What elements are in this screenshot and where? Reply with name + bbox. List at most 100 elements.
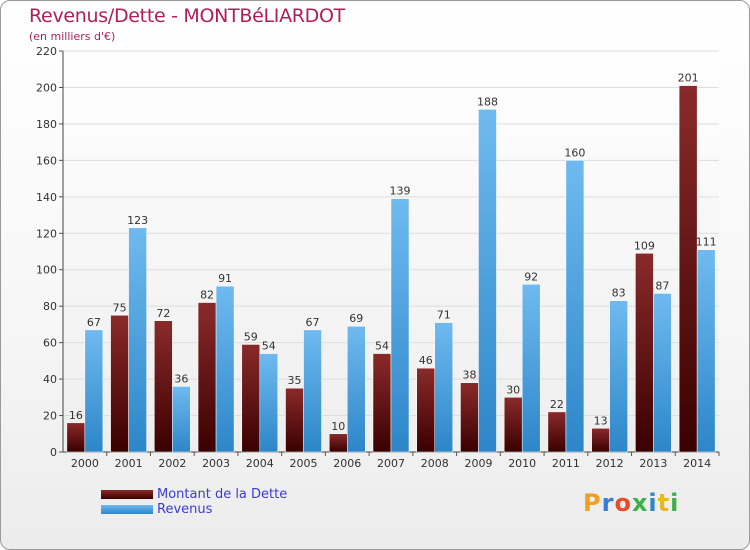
- bar-dette: [110, 315, 129, 453]
- logo-letter: i: [648, 489, 658, 517]
- bar-dette: [591, 428, 610, 453]
- x-tick-label: 2011: [552, 457, 580, 470]
- data-label-revenus: 67: [306, 316, 320, 329]
- legend-item-dette: Montant de la Dette: [101, 487, 287, 502]
- bar-dette: [678, 85, 698, 453]
- legend-swatch-dette: [101, 490, 153, 499]
- proxiti-logo: Proxiti: [583, 489, 679, 517]
- bar-revenus: [303, 329, 322, 453]
- data-label-revenus: 111: [696, 236, 717, 249]
- bar-dette: [547, 411, 567, 453]
- x-tick-label: 2003: [202, 457, 230, 470]
- data-label-dette: 38: [462, 369, 476, 382]
- data-label-dette: 30: [506, 383, 520, 396]
- bar-dette: [66, 422, 86, 453]
- bar-dette: [372, 353, 392, 453]
- y-tick-label: 200: [36, 81, 57, 94]
- y-tick-label: 220: [36, 45, 57, 58]
- bar-revenus: [128, 227, 147, 453]
- data-label-revenus: 139: [390, 185, 411, 198]
- chart-title: Revenus/Dette - MONTBéLIARDOT: [29, 5, 345, 27]
- bar-revenus: [347, 325, 366, 453]
- logo-letter: x: [631, 489, 649, 517]
- x-tick-label: 2001: [115, 457, 143, 470]
- x-tick-label: 2000: [71, 457, 99, 470]
- logo-letter: o: [614, 489, 632, 517]
- y-tick-label: 100: [36, 264, 57, 277]
- data-label-revenus: 87: [655, 279, 669, 292]
- data-label-dette: 22: [550, 398, 564, 411]
- y-tick-label: 180: [36, 118, 57, 131]
- bar-revenus: [84, 329, 104, 453]
- y-tick-label: 120: [36, 227, 57, 240]
- logo-letter: r: [601, 489, 615, 517]
- y-tick-label: 20: [43, 410, 57, 423]
- chart-subtitle: (en milliers d'€): [29, 30, 116, 43]
- bar-revenus: [390, 198, 410, 453]
- bar-revenus: [521, 284, 541, 453]
- bar-revenus: [434, 322, 453, 453]
- legend-label-dette: Montant de la Dette: [157, 487, 288, 502]
- data-label-revenus: 92: [524, 270, 538, 283]
- x-tick-label: 2012: [596, 457, 624, 470]
- x-tick-label: 2006: [333, 457, 361, 470]
- legend-swatch-revenus: [101, 505, 153, 514]
- logo-letter: i: [670, 489, 680, 517]
- bar-revenus: [172, 386, 191, 453]
- data-label-revenus: 71: [437, 309, 451, 322]
- y-tick-label: 0: [50, 446, 57, 459]
- x-tick-label: 2004: [246, 457, 274, 470]
- y-tick-label: 40: [43, 373, 57, 386]
- data-label-dette: 72: [156, 307, 170, 320]
- data-label-dette: 10: [331, 420, 345, 433]
- y-tick-label: 60: [43, 337, 57, 350]
- x-tick-label: 2008: [421, 457, 449, 470]
- x-tick-label: 2013: [639, 457, 667, 470]
- y-tick-label: 160: [36, 154, 57, 167]
- bar-revenus: [478, 109, 497, 453]
- bar-revenus: [609, 300, 628, 453]
- data-label-dette: 75: [113, 301, 127, 314]
- bar-dette: [635, 253, 654, 453]
- x-tick-label: 2010: [508, 457, 536, 470]
- x-tick-label: 2007: [377, 457, 405, 470]
- data-label-revenus: 83: [612, 287, 626, 300]
- bar-dette: [460, 382, 479, 453]
- data-label-revenus: 54: [262, 340, 276, 353]
- x-tick-label: 2005: [290, 457, 318, 470]
- y-tick-label: 140: [36, 191, 57, 204]
- data-label-dette: 109: [634, 239, 655, 252]
- legend: Montant de la Dette Revenus: [101, 487, 287, 517]
- logo-letter: t: [657, 489, 671, 517]
- bar-dette: [285, 387, 304, 453]
- bar-dette: [154, 320, 173, 453]
- data-label-dette: 35: [288, 374, 302, 387]
- data-label-revenus: 67: [87, 316, 101, 329]
- x-tick-label: 2014: [683, 457, 711, 470]
- data-label-dette: 46: [419, 354, 433, 367]
- data-label-revenus: 188: [477, 95, 498, 108]
- data-label-dette: 82: [200, 289, 214, 302]
- data-label-revenus: 36: [174, 372, 188, 385]
- bar-dette: [329, 433, 348, 453]
- y-tick-label: 80: [43, 300, 57, 313]
- logo-letter: P: [583, 489, 602, 517]
- data-label-dette: 59: [244, 330, 258, 343]
- bar-revenus: [565, 160, 585, 453]
- x-tick-label: 2009: [464, 457, 492, 470]
- bar-dette: [197, 302, 217, 453]
- bar-revenus: [215, 285, 235, 453]
- data-label-dette: 201: [678, 72, 699, 85]
- data-label-revenus: 123: [127, 214, 148, 227]
- data-label-revenus: 91: [218, 272, 232, 285]
- data-label-dette: 54: [375, 340, 389, 353]
- bar-dette: [241, 344, 261, 453]
- data-label-dette: 13: [594, 414, 608, 427]
- data-label-revenus: 69: [349, 312, 363, 325]
- bar-revenus: [696, 249, 716, 453]
- bar-dette: [503, 397, 523, 453]
- bar-dette: [416, 367, 435, 453]
- data-label-dette: 16: [69, 409, 83, 422]
